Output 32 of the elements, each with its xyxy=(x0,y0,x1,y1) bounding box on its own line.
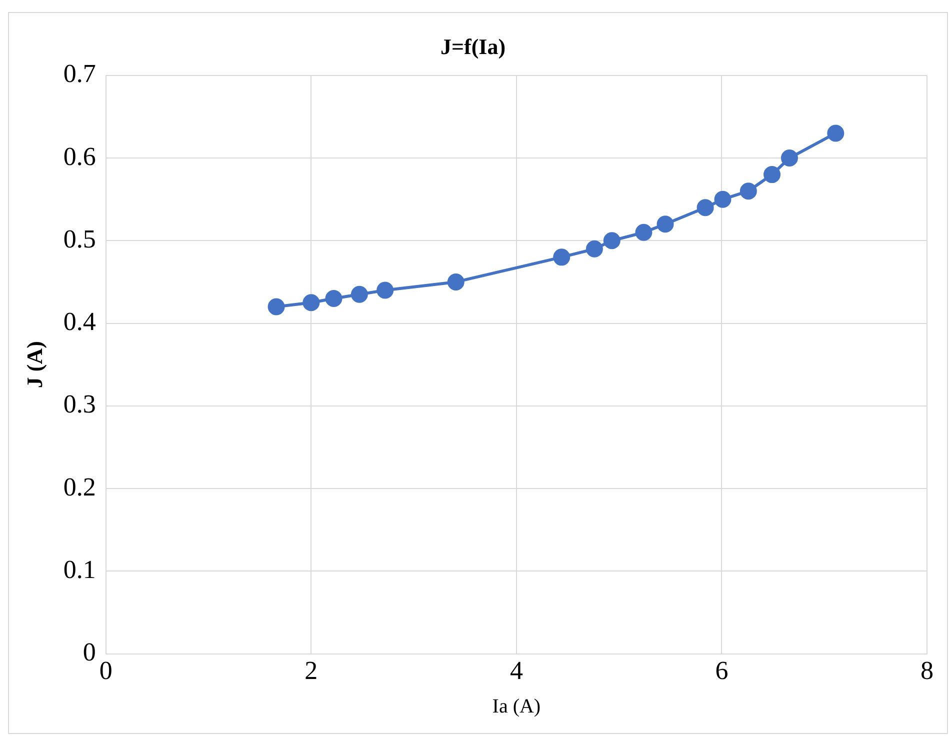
y-tick-label: 0.1 xyxy=(63,555,96,584)
y-tick-label: 0.4 xyxy=(63,307,96,336)
point xyxy=(447,273,464,290)
point xyxy=(635,224,652,241)
point xyxy=(268,298,285,316)
point xyxy=(714,190,732,208)
y-tick-label: 0.2 xyxy=(63,472,96,502)
point xyxy=(696,199,714,216)
point xyxy=(656,216,674,233)
x-axis-title: Ia (A) xyxy=(492,695,541,718)
x-tick-label: 2 xyxy=(304,656,318,686)
x-tick-label: 6 xyxy=(715,656,728,686)
y-tick-label: 0.3 xyxy=(63,390,96,419)
point xyxy=(764,166,781,184)
point xyxy=(553,248,570,266)
y-tick-label: 0.7 xyxy=(63,59,96,88)
x-tick-label: 4 xyxy=(510,656,523,686)
point xyxy=(350,286,368,303)
point xyxy=(740,182,757,200)
point xyxy=(780,150,798,167)
y-tick-label: 0.6 xyxy=(63,142,96,171)
point xyxy=(586,240,603,258)
point xyxy=(302,294,320,312)
point xyxy=(827,124,844,142)
y-axis-title: J (A) xyxy=(22,341,47,388)
y-tick-label: 0.5 xyxy=(63,224,96,254)
point xyxy=(603,232,620,250)
y-tick-label: 0 xyxy=(82,638,96,667)
x-tick-label: 8 xyxy=(920,656,934,686)
chart-title: J=f(Ia) xyxy=(440,34,506,59)
point xyxy=(376,282,394,299)
point xyxy=(325,290,342,307)
